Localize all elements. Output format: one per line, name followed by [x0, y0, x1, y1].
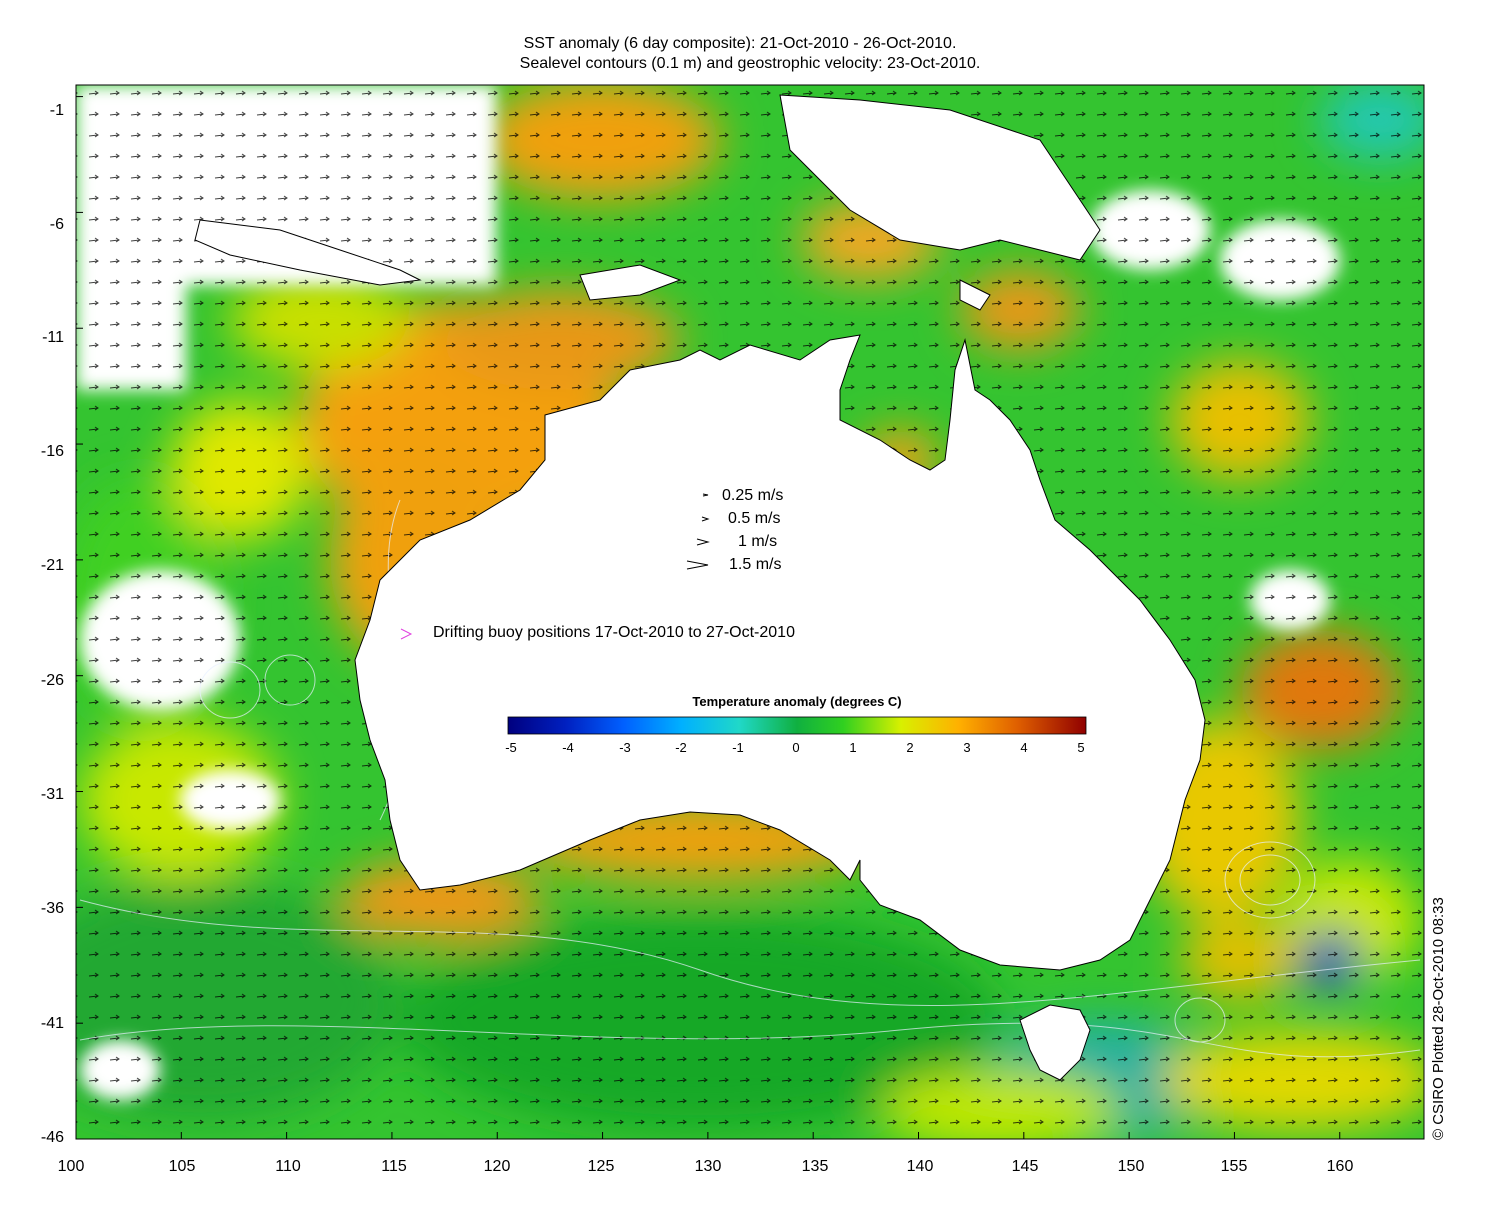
ytick-label-11: -11: [42, 329, 64, 346]
colorbar-frame: [507, 716, 1087, 735]
csiro-credit: © CSIRO Plotted 28-Oct-2010 08:33: [1430, 897, 1447, 1140]
x-axis-ticks: [75, 1132, 1341, 1139]
cbar-tick-neg4: -4: [562, 740, 574, 755]
map-title-line-2: Sealevel contours (0.1 m) and geostrophi…: [519, 55, 981, 72]
ytick-label-6: -6: [49, 216, 64, 233]
new-guinea: [779, 94, 1101, 261]
y-axis-ticks: [76, 96, 83, 1140]
ytick-label-36: -36: [40, 900, 64, 917]
cbar-tick-neg1: -1: [732, 740, 744, 755]
ytick-label-41: -41: [40, 1015, 64, 1032]
ytick-label-46: -46: [40, 1129, 64, 1146]
velocity-legend-label-0.25: 0.25 m/s: [722, 487, 784, 504]
velocity-legend-label-1: 1 m/s: [738, 533, 778, 550]
xtick-label-130: 130: [694, 1158, 722, 1175]
cbar-tick-3: 3: [963, 740, 971, 755]
cbar-tick-neg2: -2: [675, 740, 687, 755]
ytick-label-21: -21: [40, 557, 64, 574]
cape-york-tip: [959, 279, 991, 311]
arrow-0.25: [702, 493, 709, 497]
tasmania: [1019, 1004, 1091, 1081]
xtick-label-105: 105: [168, 1158, 196, 1175]
cbar-tick-1: 1: [849, 740, 857, 755]
xtick-label-100: 100: [57, 1158, 85, 1175]
timor: [579, 264, 682, 301]
xtick-label-160: 160: [1326, 1158, 1354, 1175]
colorbar-title: Temperature anomaly (degrees C): [692, 694, 902, 709]
velocity-legend-label-1.5: 1.5 m/s: [729, 556, 782, 573]
cbar-tick-neg5: -5: [505, 740, 517, 755]
xtick-label-150: 150: [1117, 1158, 1145, 1175]
arrow-1: [696, 538, 710, 546]
cbar-tick-2: 2: [906, 740, 914, 755]
xtick-label-145: 145: [1011, 1158, 1039, 1175]
cbar-tick-4: 4: [1020, 740, 1028, 755]
ytick-label-26: -26: [40, 672, 64, 689]
xtick-label-125: 125: [587, 1158, 615, 1175]
velocity-legend-label-0.5: 0.5 m/s: [728, 510, 781, 527]
xtick-label-110: 110: [275, 1158, 301, 1175]
xtick-label-120: 120: [483, 1158, 511, 1175]
australia-mainland: [354, 334, 1206, 971]
cbar-tick-5: 5: [1077, 740, 1085, 755]
ytick-label-31: -31: [40, 786, 64, 803]
buoy-legend-label: Drifting buoy positions 17-Oct-2010 to 2…: [433, 624, 795, 641]
xtick-label-140: 140: [906, 1158, 934, 1175]
xtick-label-135: 135: [801, 1158, 829, 1175]
velocity-legend-arrows: [400, 493, 710, 640]
java: [194, 219, 422, 286]
buoy-symbol: [400, 628, 413, 640]
ytick-label-16: -16: [40, 443, 64, 460]
sealevel-contours: [79, 499, 1421, 1058]
cbar-tick-neg3: -3: [619, 740, 631, 755]
colorbar: [508, 717, 1086, 734]
xtick-label-115: 115: [381, 1158, 407, 1175]
arrow-0.5: [701, 516, 710, 522]
xtick-label-155: 155: [1220, 1158, 1248, 1175]
land-masses: [194, 94, 1206, 1081]
cbar-tick-0: 0: [792, 740, 800, 755]
plot-frame: [75, 84, 1425, 1140]
arrow-1.5: [686, 560, 709, 570]
ytick-label-1: -1: [49, 102, 64, 119]
map-title-line-1: SST anomaly (6 day composite): 21-Oct-20…: [523, 35, 957, 52]
